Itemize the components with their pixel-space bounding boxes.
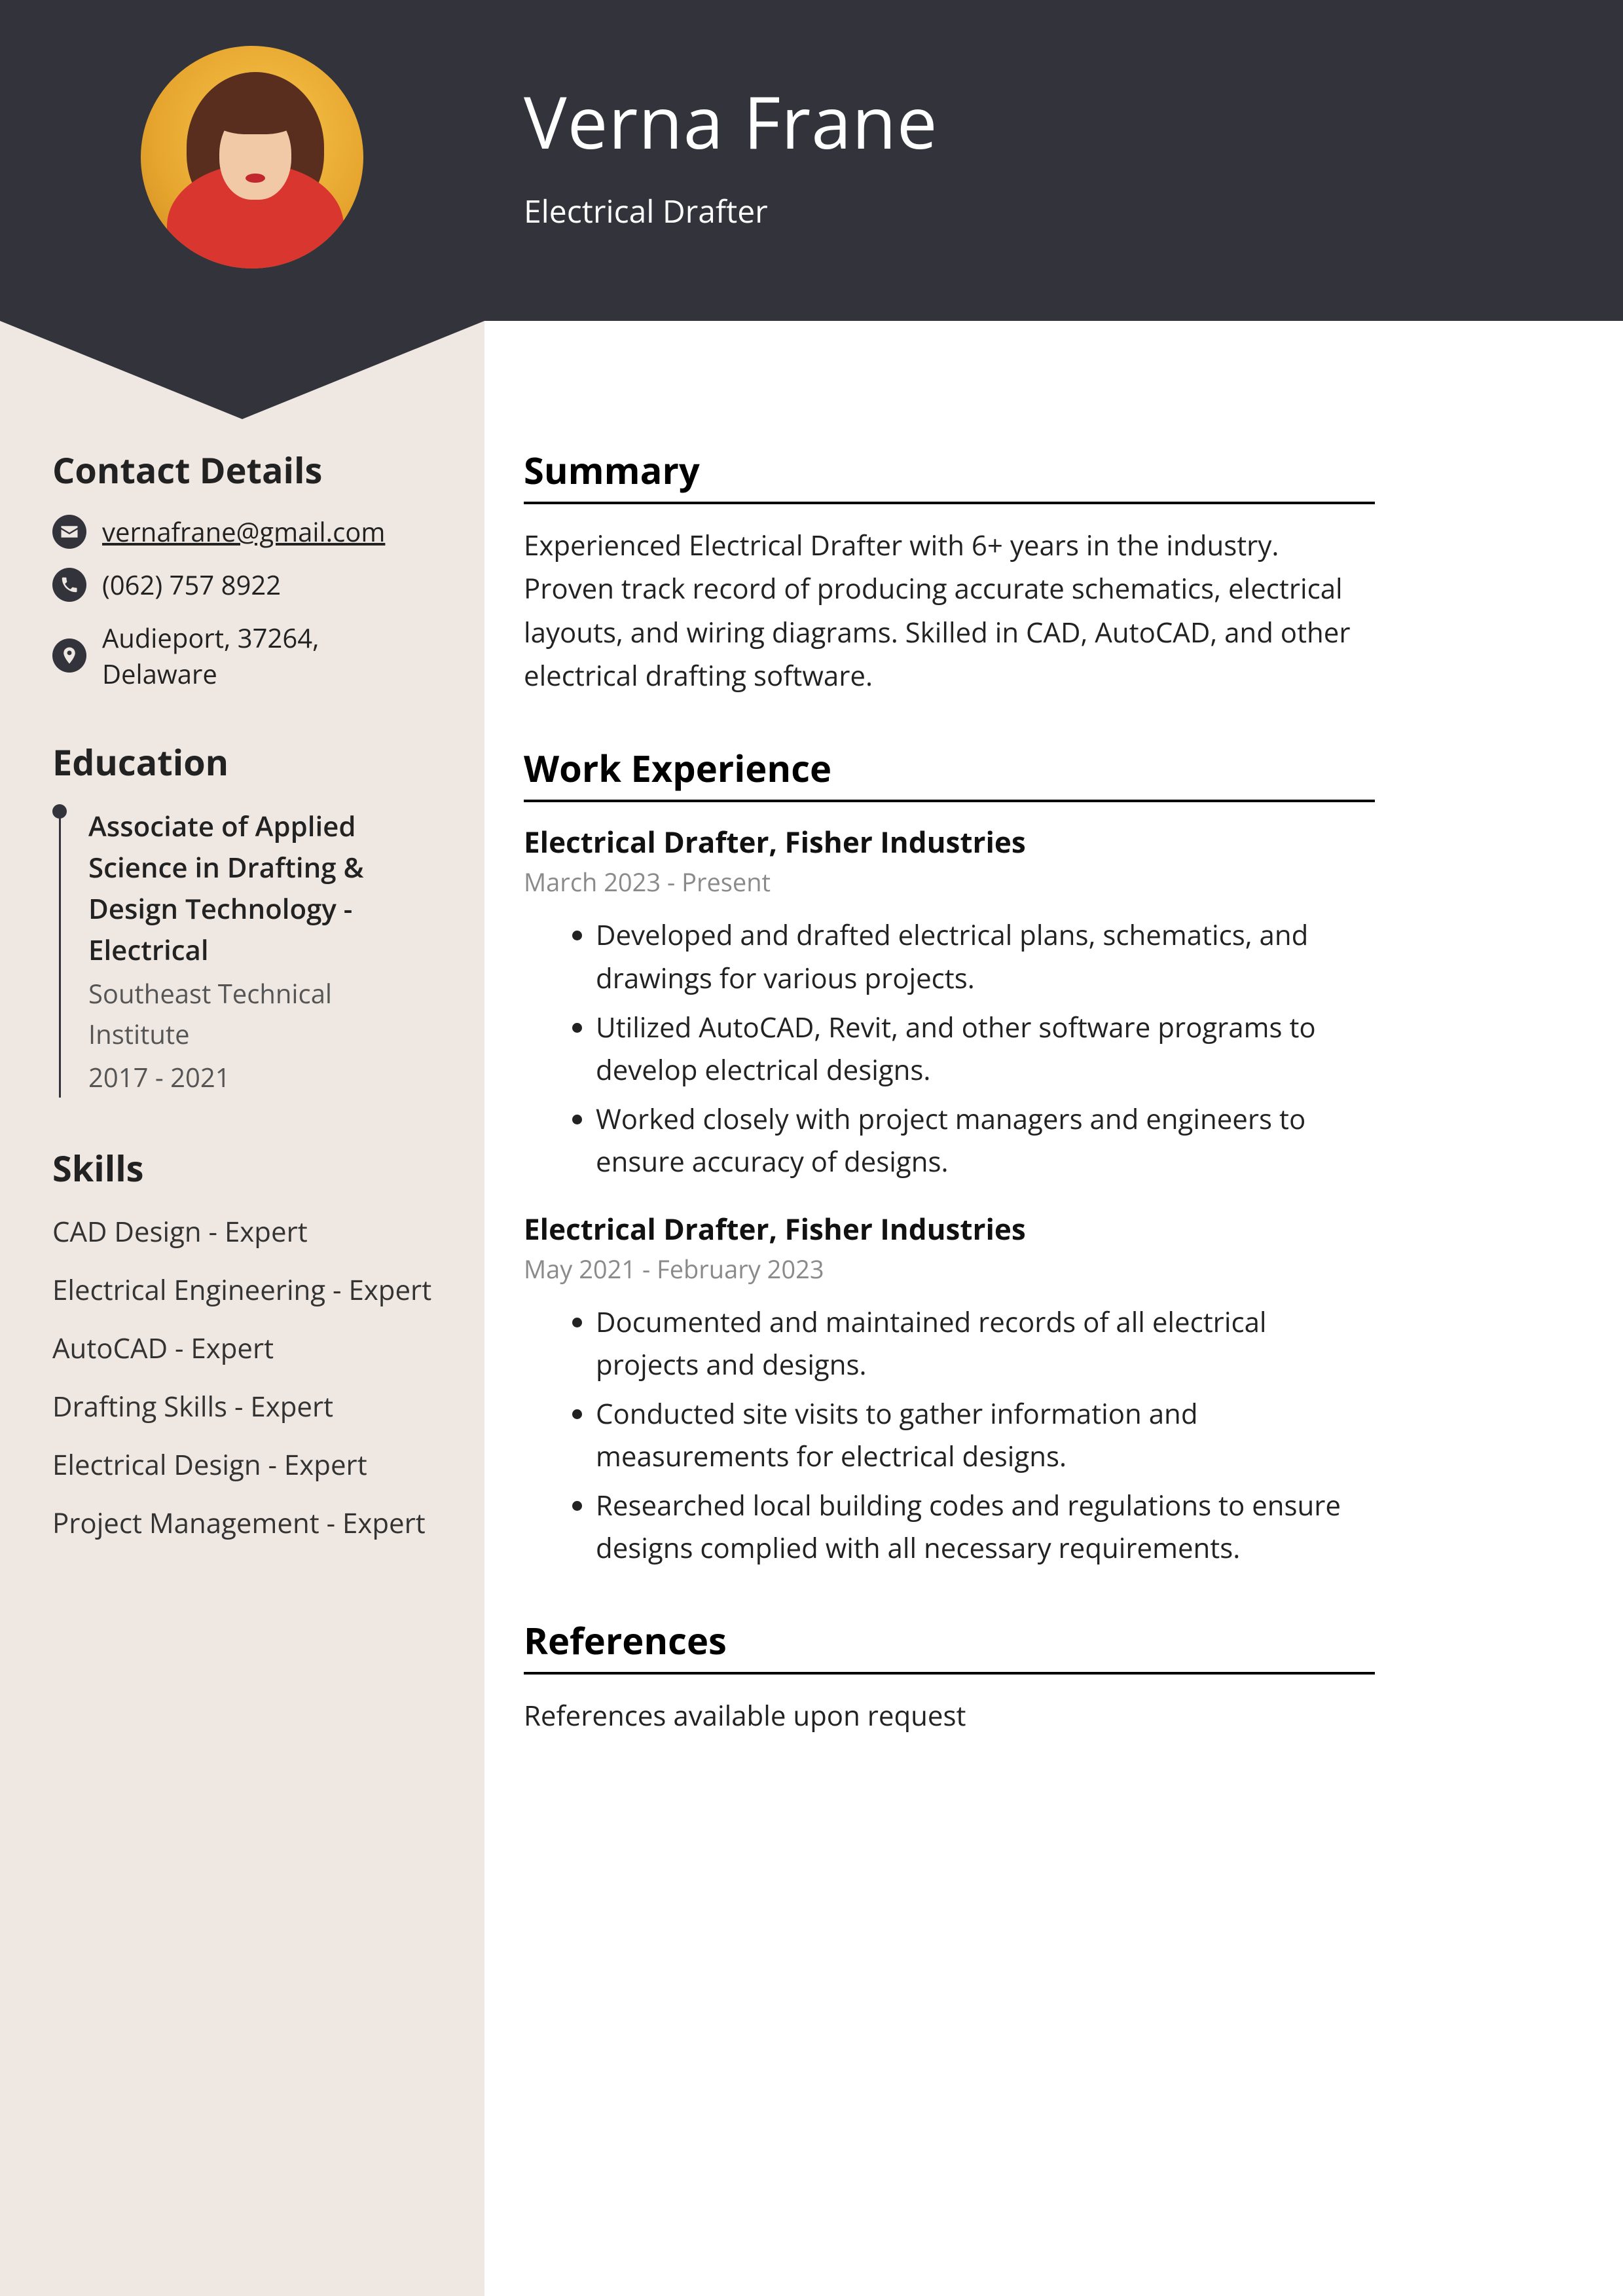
skills-heading: Skills [52,1143,439,1192]
job-title: Electrical Drafter, Fisher Industries [524,1209,1375,1248]
job-dates: May 2021 - February 2023 [524,1252,1375,1286]
skill-item: Electrical Design - Expert [52,1446,439,1483]
education-list: Associate of Applied Science in Drafting… [52,805,439,1098]
job-bullet: Developed and drafted electrical plans, … [596,914,1375,999]
job-bullet: Documented and maintained records of all… [596,1301,1375,1386]
phone-icon [52,568,86,602]
work-heading: Work Experience [524,743,1375,802]
job-bullet: Worked closely with project managers and… [596,1098,1375,1183]
header-text-block: Verna Frane Electrical Drafter [524,72,938,232]
contact-address-text: Audieport, 37264, Delaware [102,620,439,692]
contact-heading: Contact Details [52,445,439,494]
jobs-container: Electrical Drafter, Fisher Industries Mar… [524,822,1375,1569]
skills-list: CAD Design - Expert Electrical Engineerin… [52,1213,439,1542]
person-name: Verna Frane [524,72,938,170]
education-school: Southeast Technical Institute [88,973,439,1054]
skill-item: AutoCAD - Expert [52,1329,439,1367]
job-entry: Electrical Drafter, Fisher Industries May… [524,1209,1375,1570]
summary-text: Experienced Electrical Drafter with 6+ y… [524,524,1375,697]
contact-phone-text: (062) 757 8922 [102,566,281,602]
education-degree: Associate of Applied Science in Drafting… [88,805,439,971]
skill-item: CAD Design - Expert [52,1213,439,1250]
location-icon [52,639,86,673]
education-item: Associate of Applied Science in Drafting… [59,805,439,1098]
skill-item: Drafting Skills - Expert [52,1388,439,1425]
job-bullet: Utilized AutoCAD, Revit, and other softw… [596,1006,1375,1091]
contact-address-row: Audieport, 37264, Delaware [52,620,439,692]
main-column: Summary Experienced Electrical Drafter w… [524,445,1375,1737]
summary-heading: Summary [524,445,1375,504]
skill-item: Project Management - Expert [52,1504,439,1542]
avatar [141,46,363,268]
education-dates: 2017 - 2021 [88,1057,439,1098]
education-heading: Education [52,737,439,786]
skill-item: Electrical Engineering - Expert [52,1271,439,1308]
references-text: References available upon request [524,1694,1375,1737]
job-bullet: Conducted site visits to gather informat… [596,1392,1375,1477]
contact-email-link[interactable]: vernafrane@gmail.com [102,513,385,549]
job-entry: Electrical Drafter, Fisher Industries Mar… [524,822,1375,1183]
job-title: Electrical Drafter, Fisher Industries [524,822,1375,861]
person-subtitle: Electrical Drafter [524,190,938,232]
references-heading: References [524,1616,1375,1675]
sidebar: Contact Details vernafrane@gmail.com (06… [52,445,439,1563]
contact-list: vernafrane@gmail.com (062) 757 8922 Audi… [52,513,439,692]
email-icon [52,515,86,549]
contact-phone-row: (062) 757 8922 [52,566,439,602]
contact-email-row: vernafrane@gmail.com [52,513,439,549]
job-bullet-list: Developed and drafted electrical plans, … [524,914,1375,1183]
job-bullet: Researched local building codes and regu… [596,1484,1375,1569]
job-dates: March 2023 - Present [524,865,1375,899]
job-bullet-list: Documented and maintained records of all… [524,1301,1375,1570]
